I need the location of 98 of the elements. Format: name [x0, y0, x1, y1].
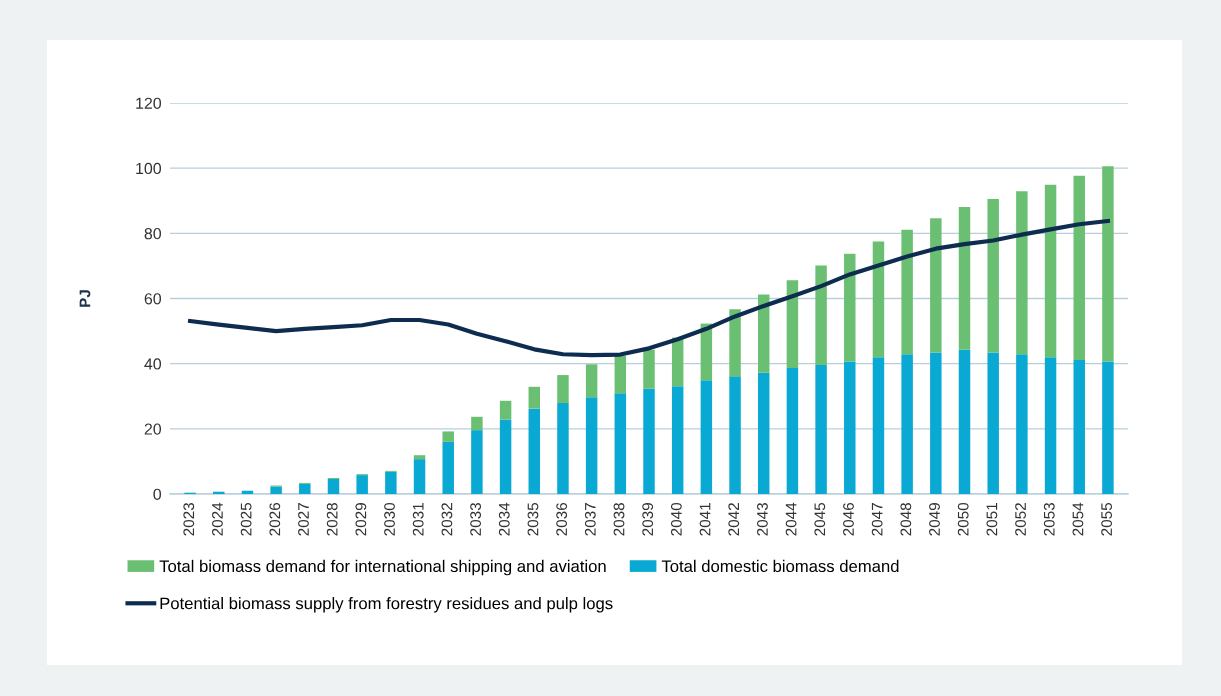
- bar: [1044, 357, 1057, 494]
- y-tick-label: 120: [136, 97, 162, 109]
- bar: [1073, 175, 1085, 361]
- bar: [614, 355, 627, 394]
- x-tick-label: 2024: [212, 502, 223, 536]
- bar: [442, 431, 454, 442]
- x-tick-label: 2038: [613, 502, 625, 536]
- bar: [987, 352, 999, 494]
- bar: [729, 309, 741, 377]
- bar: [356, 475, 368, 494]
- x-tick-label: 2045: [814, 502, 826, 536]
- x-tick-label: 2043: [757, 503, 768, 536]
- bar: [1102, 166, 1114, 362]
- bar: [643, 349, 655, 389]
- bar: [1016, 354, 1028, 494]
- x-tick-label: 2041: [699, 503, 711, 536]
- bar: [557, 375, 569, 404]
- bar: [930, 352, 942, 494]
- bar: [844, 361, 856, 494]
- bar: [901, 229, 913, 355]
- bar: [987, 199, 999, 353]
- legend-label: Total biomass demand for international shipping and aviation: [159, 559, 606, 576]
- y-tick-label: 40: [144, 358, 162, 370]
- legend-label: Potential biomass supply from forestry residues and pulp logs: [160, 597, 613, 613]
- bar: [499, 419, 512, 494]
- line-series: [187, 218, 1111, 358]
- bar: [413, 459, 426, 494]
- bar: [958, 349, 971, 494]
- y-tick-label: 80: [144, 227, 162, 240]
- x-tick-label: 2025: [240, 502, 252, 536]
- x-tick-label: 2035: [527, 502, 539, 536]
- y-tick-label: 0: [153, 488, 162, 500]
- x-tick-label: 2047: [871, 503, 883, 536]
- x-tick-label: 2044: [785, 502, 797, 536]
- bar: [844, 253, 856, 362]
- bar: [1102, 361, 1114, 494]
- bar: [872, 241, 885, 358]
- x-tick-label: 2029: [355, 503, 367, 536]
- bar: [270, 486, 282, 494]
- x-tick-label: 2026: [269, 503, 281, 536]
- y-tick-label: 60: [144, 293, 162, 305]
- bar: [471, 430, 483, 494]
- bar: [815, 364, 827, 494]
- bar: [1016, 191, 1028, 355]
- bar: [1073, 360, 1085, 494]
- bar: [757, 372, 770, 494]
- bar: [471, 416, 483, 431]
- bar: [958, 206, 971, 350]
- bar: [614, 393, 627, 494]
- x-tick-label: 2042: [728, 503, 740, 536]
- bar: [327, 479, 340, 494]
- y-tick-label: 100: [136, 162, 162, 175]
- x-tick-label: 2037: [584, 503, 596, 536]
- x-tick-label: 2046: [843, 503, 854, 536]
- x-tick-label: 2049: [929, 503, 940, 536]
- bar: [528, 386, 541, 409]
- bar: [930, 218, 942, 353]
- bar: [729, 376, 741, 494]
- bar: [700, 380, 713, 494]
- x-tick-label: 2027: [298, 503, 309, 536]
- y-axis-title: PJ: [79, 290, 91, 307]
- y-tick-label: 20: [144, 423, 162, 435]
- bar: [585, 364, 598, 398]
- bar: [901, 354, 913, 494]
- x-tick-label: 2048: [900, 502, 912, 536]
- x-tick-label: 2032: [441, 503, 453, 536]
- x-tick-label: 2028: [326, 502, 338, 536]
- x-tick-label: 2031: [412, 503, 424, 536]
- bar: [385, 471, 397, 494]
- bar: [786, 367, 799, 494]
- bar: [1044, 184, 1057, 358]
- bar: [786, 280, 799, 368]
- x-tick-label: 2034: [498, 502, 510, 536]
- bar: [442, 441, 454, 494]
- x-tick-label: 2033: [470, 503, 482, 536]
- bar: [815, 265, 827, 365]
- x-tick-label: 2036: [556, 503, 568, 536]
- bar: [499, 400, 512, 420]
- x-tick-label: 2055: [1101, 502, 1113, 536]
- bar: [585, 397, 598, 494]
- x-tick-label: 2051: [986, 503, 998, 536]
- bar: [643, 388, 655, 494]
- bar: [299, 483, 311, 494]
- x-tick-label: 2023: [183, 503, 195, 536]
- bar: [757, 294, 770, 373]
- x-tick-label: 2050: [957, 502, 969, 536]
- x-tick-label: 2052: [1015, 503, 1026, 536]
- bar: [557, 403, 569, 494]
- x-tick-label: 2030: [384, 502, 395, 536]
- bar: [671, 386, 684, 494]
- bar: [528, 408, 541, 494]
- legend-label: Total domestic biomass demand: [661, 559, 899, 573]
- x-tick-label: 2039: [642, 503, 654, 536]
- x-tick-label: 2040: [670, 502, 682, 536]
- x-tick-label: 2054: [1072, 502, 1084, 536]
- bar: [413, 455, 426, 460]
- x-tick-label: 2053: [1043, 503, 1055, 536]
- bar: [872, 357, 885, 494]
